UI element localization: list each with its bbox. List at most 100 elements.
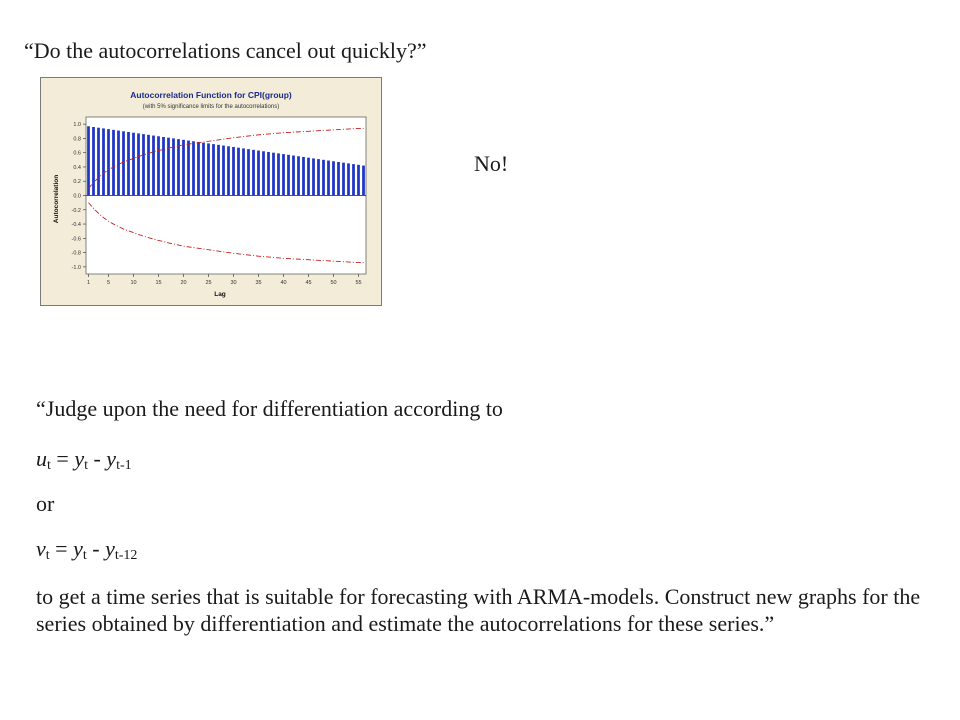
x-tick-label: 30 xyxy=(230,280,236,286)
acf-bar xyxy=(292,155,295,196)
acf-bar xyxy=(212,144,215,196)
acf-bar xyxy=(352,164,355,196)
eq2-a: y xyxy=(73,536,83,561)
x-tick-label: 25 xyxy=(205,280,211,286)
acf-chart-svg: Autocorrelation Function for CPI(group) … xyxy=(40,77,382,306)
x-tick-label: 45 xyxy=(305,280,311,286)
acf-bar xyxy=(87,126,90,196)
lower-limit-line xyxy=(88,202,364,264)
x-tick-label: 35 xyxy=(255,280,261,286)
acf-bar xyxy=(302,156,305,196)
acf-bar xyxy=(187,140,190,196)
acf-bar xyxy=(362,165,365,196)
acf-bar xyxy=(237,147,240,196)
eq1-equals: = xyxy=(50,446,75,471)
eq2-lhs: v xyxy=(36,536,46,561)
acf-bar xyxy=(167,137,170,196)
instruction-paragraph: to get a time series that is suitable fo… xyxy=(36,584,921,636)
acf-bar xyxy=(192,141,195,196)
acf-bar xyxy=(177,139,180,196)
y-tick-label: -0.4 xyxy=(72,222,81,228)
acf-bar xyxy=(137,133,140,196)
x-tick-label: 5 xyxy=(107,280,110,286)
acf-bar xyxy=(282,154,285,196)
acf-bars xyxy=(87,126,365,196)
acf-bar xyxy=(232,146,235,196)
eq2-b: y xyxy=(105,536,115,561)
acf-bar xyxy=(227,146,230,196)
acf-bar xyxy=(112,129,115,196)
acf-bar xyxy=(287,154,290,196)
acf-bar xyxy=(267,151,270,196)
acf-bar xyxy=(157,136,160,196)
y-tick-label: -0.2 xyxy=(72,208,81,214)
acf-bar xyxy=(132,132,135,196)
acf-chart: Autocorrelation Function for CPI(group) … xyxy=(40,77,382,306)
acf-bar xyxy=(172,138,175,196)
acf-bar xyxy=(262,151,265,196)
acf-bar xyxy=(97,127,100,196)
eq1-b: y xyxy=(106,446,117,471)
y-tick-label: -0.8 xyxy=(72,251,81,257)
acf-bar xyxy=(357,164,360,196)
eq1-lhs-sub: t xyxy=(47,458,51,473)
chart-title: Autocorrelation Function for CPI(group) xyxy=(130,90,292,100)
acf-bar xyxy=(312,158,315,196)
acf-bar xyxy=(307,157,310,196)
acf-bar xyxy=(327,160,330,196)
acf-bar xyxy=(317,159,320,196)
y-tick-label: 0.6 xyxy=(73,151,81,157)
acf-bar xyxy=(217,144,220,196)
x-tick-label: 20 xyxy=(180,280,186,286)
significance-limits xyxy=(88,127,364,264)
acf-bar xyxy=(337,161,340,196)
acf-bar xyxy=(107,129,110,196)
acf-bar xyxy=(247,149,250,196)
acf-bar xyxy=(127,131,130,196)
or-text: or xyxy=(36,491,55,516)
x-tick-label: 50 xyxy=(330,280,336,286)
acf-bar xyxy=(102,128,105,196)
acf-bar xyxy=(117,130,120,196)
eq1-lhs: u xyxy=(36,446,47,471)
eq2-a-sub: t xyxy=(82,548,87,563)
eq2-minus: - xyxy=(86,536,106,561)
eq1-minus: - xyxy=(87,446,107,471)
eq1-a-sub: t xyxy=(84,458,88,473)
acf-bar xyxy=(347,163,350,196)
acf-bar xyxy=(152,135,155,196)
acf-bar xyxy=(272,152,275,196)
y-tick-label: -1.0 xyxy=(72,265,81,271)
x-axis: 1 5 10 15 20 25 30 35 40 45 50 55 xyxy=(87,274,362,286)
eq1-a: y xyxy=(74,446,85,471)
eq2-lhs-sub: t xyxy=(45,548,50,563)
acf-bar xyxy=(92,126,95,196)
y-tick-label: 0.4 xyxy=(73,165,81,171)
x-tick-label: 55 xyxy=(355,280,361,286)
y-tick-label: 0.0 xyxy=(73,194,81,200)
eq2-equals: = xyxy=(49,536,74,561)
chart-subtitle: (with 5% significance limits for the aut… xyxy=(143,104,279,110)
y-tick-label: 0.2 xyxy=(73,179,81,185)
acf-bar xyxy=(202,142,205,196)
instruction-text: “Judge upon the need for differentiation… xyxy=(36,396,503,421)
x-tick-label: 15 xyxy=(155,280,161,286)
y-tick-label: 0.8 xyxy=(73,136,81,142)
eq2-b-sub: t-12 xyxy=(114,548,138,563)
equation-seasonal-difference: vt = yt - yt-12 xyxy=(36,535,137,565)
acf-bar xyxy=(322,159,325,196)
y-axis-label: Autocorrelation xyxy=(53,175,60,223)
acf-bar xyxy=(162,136,165,196)
x-tick-label: 40 xyxy=(280,280,286,286)
answer-text: No! xyxy=(474,151,509,176)
acf-bar xyxy=(332,161,335,196)
acf-bar xyxy=(242,148,245,196)
acf-bar xyxy=(182,139,185,196)
acf-bar xyxy=(207,143,210,196)
upper-limit-line xyxy=(88,127,364,189)
acf-bar xyxy=(252,149,255,196)
acf-bar xyxy=(147,134,150,196)
equation-first-difference: ut = yt - yt-1 xyxy=(36,445,132,475)
acf-bar xyxy=(197,141,200,196)
acf-bar xyxy=(277,153,280,196)
